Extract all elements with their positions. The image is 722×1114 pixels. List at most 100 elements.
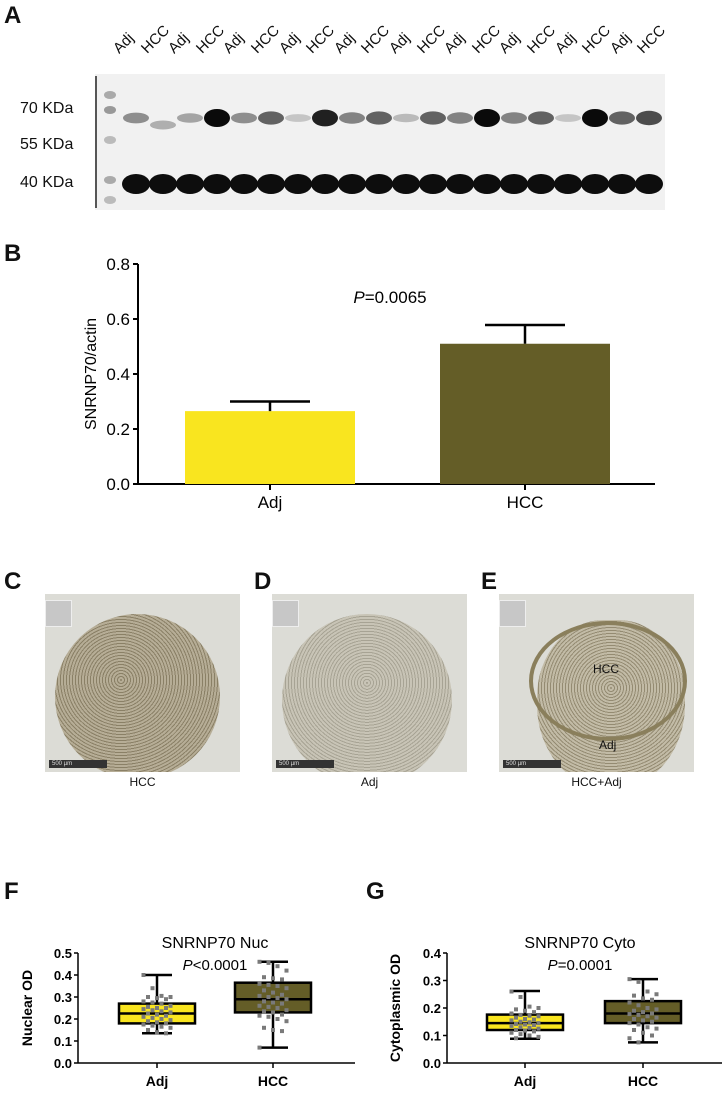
y-tick-label: 0.1 — [54, 1034, 72, 1049]
data-point — [168, 1025, 173, 1030]
actin-band — [473, 174, 501, 194]
data-point — [641, 1018, 645, 1023]
data-point — [164, 1031, 168, 1036]
data-point — [275, 996, 280, 1001]
data-point — [271, 1010, 275, 1015]
y-tick-label: 0.4 — [106, 365, 130, 384]
region-label-hcc: HCC — [593, 662, 619, 676]
data-point — [257, 1003, 262, 1008]
caption-c: HCC — [129, 775, 156, 789]
snrnp70-band — [528, 111, 554, 125]
bar-adj — [185, 411, 355, 484]
data-point — [527, 1033, 532, 1038]
ladder-band — [104, 106, 116, 114]
data-point — [168, 995, 173, 999]
x-tick-label: Adj — [258, 493, 283, 512]
data-point — [257, 981, 262, 986]
actin-band — [122, 174, 150, 194]
data-point — [150, 1000, 155, 1005]
data-point — [284, 986, 289, 991]
data-point — [159, 1017, 164, 1021]
snrnp70-band — [123, 112, 149, 124]
y-tick-label: 0.3 — [54, 990, 72, 1005]
data-point — [155, 1006, 159, 1010]
western-blot-image — [95, 74, 665, 210]
slide-label-icon — [499, 600, 526, 627]
data-point — [641, 996, 645, 1001]
y-tick-label: 0.1 — [423, 1029, 441, 1044]
x-tick-label: Adj — [514, 1073, 537, 1089]
data-point — [645, 989, 650, 994]
data-point — [514, 1007, 518, 1012]
snrnp70-band — [258, 111, 284, 125]
y-tick-label: 0.0 — [54, 1056, 72, 1071]
ladder-band — [104, 91, 116, 99]
data-point — [532, 1023, 536, 1028]
y-tick-label: 0.2 — [54, 1012, 72, 1027]
data-point — [654, 1026, 659, 1031]
snrnp70-band — [636, 110, 662, 126]
snrnp70-band — [150, 120, 176, 130]
y-axis-label: Cytoplasmic OD — [387, 954, 403, 1062]
actin-band — [527, 174, 555, 194]
data-point — [262, 988, 266, 993]
data-point — [514, 1015, 518, 1020]
data-point — [266, 1004, 271, 1009]
snrnp70-band — [231, 112, 257, 124]
data-point — [654, 992, 659, 997]
data-point — [275, 1006, 280, 1010]
y-axis-label: SNRNP70/actin — [83, 318, 100, 430]
data-point — [627, 1021, 632, 1026]
data-point — [532, 1010, 536, 1015]
snrnp70-band — [582, 109, 608, 127]
tissue-core — [282, 614, 452, 772]
data-point — [262, 999, 266, 1004]
snrnp70-band — [474, 109, 500, 127]
data-point — [514, 1028, 518, 1032]
data-point — [275, 1017, 280, 1021]
slide-label-icon — [45, 600, 72, 627]
snrnp70-band — [420, 111, 446, 125]
data-point — [141, 1022, 146, 1027]
snrnp70-band — [447, 112, 473, 124]
data-point — [509, 989, 514, 994]
data-point — [280, 977, 284, 982]
actin-band — [581, 174, 609, 194]
p-label: P — [183, 957, 193, 974]
data-point — [636, 979, 641, 984]
data-point — [650, 997, 654, 1002]
actin-band — [635, 174, 663, 194]
data-point — [271, 976, 275, 981]
data-point — [654, 1015, 659, 1020]
actin-band — [554, 174, 582, 194]
data-point — [645, 1014, 650, 1019]
marker-40kda: 40 KDa — [20, 174, 74, 191]
data-point — [518, 1025, 523, 1030]
data-point — [509, 1023, 514, 1028]
data-point — [632, 993, 636, 998]
data-point — [280, 1001, 284, 1006]
data-point — [632, 1028, 636, 1032]
data-point — [532, 1017, 536, 1022]
data-point — [523, 1022, 527, 1027]
data-point — [262, 1009, 266, 1014]
chart-title: SNRNP70 Nuc — [162, 935, 269, 952]
data-point — [266, 995, 271, 999]
data-point — [509, 1018, 514, 1023]
tissue-core — [55, 614, 220, 772]
y-tick-label: 0.0 — [423, 1056, 441, 1071]
data-point — [164, 997, 168, 1002]
marker-70kda: 70 KDa — [20, 100, 74, 117]
y-tick-label: 0.2 — [423, 1001, 441, 1016]
data-point — [146, 1011, 150, 1016]
data-point — [527, 1004, 532, 1009]
data-point — [280, 992, 284, 997]
snrnp70-band — [285, 114, 311, 122]
snrnp70-band — [609, 111, 635, 125]
panel-label-f: F — [4, 878, 19, 905]
data-point — [280, 1012, 284, 1017]
caption-e: HCC+Adj — [571, 775, 622, 789]
actin-band — [311, 174, 339, 194]
data-point — [627, 1036, 632, 1041]
